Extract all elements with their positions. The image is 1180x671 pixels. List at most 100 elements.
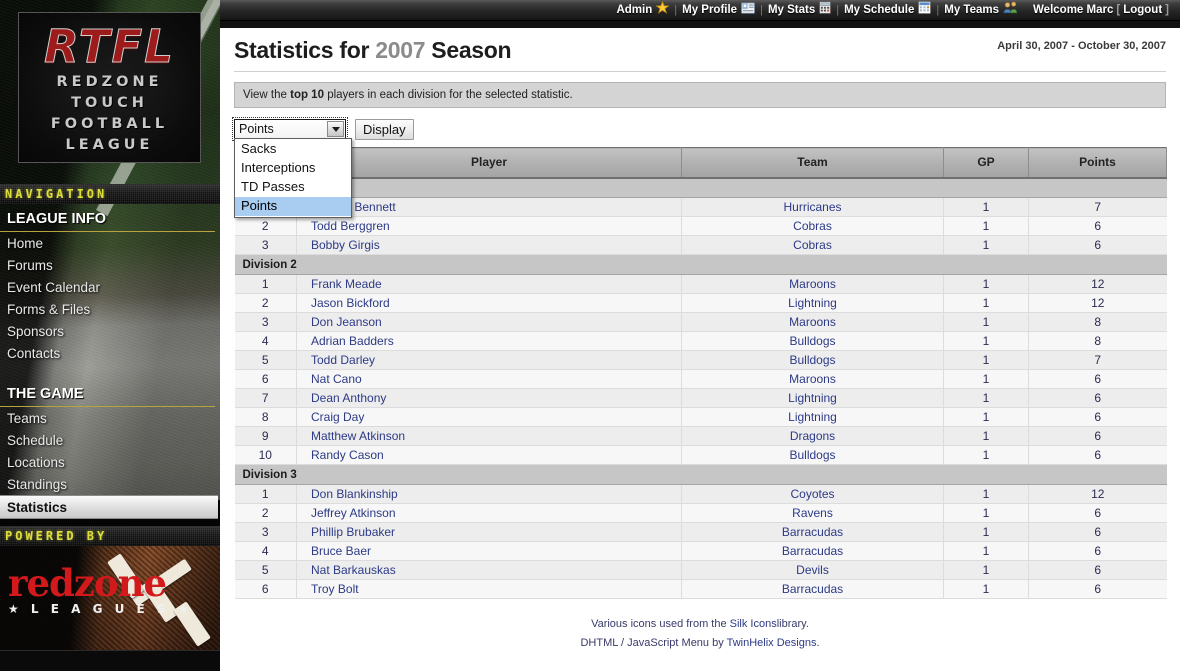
topnav-link-admin[interactable]: Admin	[616, 4, 653, 16]
sidebar-item-forums[interactable]: Forums	[7, 257, 53, 273]
cell-rank: 7	[234, 388, 297, 408]
team-link[interactable]: Bulldogs	[789, 353, 836, 367]
team-link[interactable]: Barracudas	[781, 525, 844, 539]
team-link[interactable]: Bulldogs	[789, 448, 836, 462]
dropdown-option-td-passes[interactable]: TD Passes	[241, 179, 305, 194]
cell-stat-value: 7	[1028, 197, 1167, 217]
team-link[interactable]: Bulldogs	[789, 334, 836, 348]
cell-player: Todd Berggren	[296, 216, 682, 236]
vcard-icon	[741, 1, 756, 19]
team-link[interactable]: Maroons	[789, 372, 836, 386]
column-header-value[interactable]: Points	[1028, 147, 1167, 179]
player-link[interactable]: Jason Bickford	[311, 296, 390, 310]
cell-team: Hurricanes	[681, 197, 944, 217]
sidebar-item-locations[interactable]: Locations	[7, 454, 65, 470]
dropdown-option-sacks[interactable]: Sacks	[241, 141, 277, 156]
team-link[interactable]: Lightning	[788, 391, 837, 405]
sidebar-item-schedule[interactable]: Schedule	[7, 432, 64, 448]
sidebar-item-teams[interactable]: Teams	[7, 410, 47, 426]
topnav-link-my-schedule[interactable]: My Schedule	[844, 4, 915, 16]
player-link[interactable]: Matthew Atkinson	[311, 429, 406, 443]
silk-icons-link[interactable]: Silk Icons	[729, 618, 777, 630]
player-link[interactable]: Todd Berggren	[311, 219, 390, 233]
cell-stat-value: 12	[1028, 274, 1167, 294]
cell-player: Nat Cano	[296, 369, 682, 389]
cell-team: Cobras	[681, 235, 944, 255]
column-header-player[interactable]: Player	[296, 147, 682, 179]
sidebar-item-home[interactable]: Home	[7, 235, 44, 251]
team-link[interactable]: Cobras	[793, 238, 832, 252]
top-bar-shadow	[220, 21, 1180, 28]
dropdown-option-points[interactable]: Points	[235, 197, 351, 216]
cell-games-played: 1	[943, 426, 1029, 446]
team-link[interactable]: Lightning	[788, 410, 837, 424]
player-link[interactable]: Phillip Brubaker	[311, 525, 396, 539]
team-link[interactable]: Devils	[796, 563, 829, 577]
footer-line2-suffix: .	[816, 637, 820, 649]
stat-select-dropdown[interactable]: Sacks Interceptions TD Passes Points	[234, 138, 352, 218]
table-row: 2 Jason Bickford Lightning 1 12	[234, 293, 1167, 313]
dropdown-option-interceptions[interactable]: Interceptions	[241, 160, 316, 175]
player-link[interactable]: Nat Barkauskas	[311, 563, 396, 577]
team-link[interactable]: Hurricanes	[783, 200, 842, 214]
chevron-down-icon[interactable]	[327, 121, 344, 137]
top-navigation-bar: Admin | My Profile | My Stats | My Sched…	[220, 0, 1180, 21]
stat-select[interactable]: Points	[232, 117, 348, 141]
team-link[interactable]: Lightning	[788, 296, 837, 310]
player-link[interactable]: Don Blankinship	[311, 487, 398, 501]
player-link[interactable]: Randy Cason	[311, 448, 384, 462]
cell-rank: 4	[234, 331, 297, 351]
group-icon	[1003, 1, 1019, 19]
sidebar-item-event-calendar[interactable]: Event Calendar	[7, 279, 101, 295]
team-link[interactable]: Maroons	[789, 315, 836, 329]
player-link[interactable]: Bruce Baer	[311, 544, 372, 558]
column-header-gp[interactable]: GP	[943, 147, 1029, 179]
welcome-message: Welcome Marc	[1033, 4, 1114, 16]
team-link[interactable]: Coyotes	[790, 487, 835, 501]
table-row: 2 Todd Berggren Cobras 1 6	[234, 216, 1167, 236]
team-link[interactable]: Ravens	[792, 506, 833, 520]
logout-link[interactable]: Logout	[1123, 4, 1163, 16]
table-row: 7 Dean Anthony Lightning 1 6	[234, 388, 1167, 408]
player-link[interactable]: Jeffrey Atkinson	[311, 506, 396, 520]
team-link[interactable]: Dragons	[789, 429, 836, 443]
player-link[interactable]: Frank Meade	[311, 277, 382, 291]
cell-games-played: 1	[943, 541, 1029, 561]
sidebar-item-sponsors[interactable]: Sponsors	[7, 323, 65, 339]
player-link[interactable]: Craig Day	[311, 410, 365, 424]
footer-line-2: DHTML / JavaScript Menu by TwinHelix Des…	[234, 634, 1166, 653]
player-link[interactable]: Nat Cano	[311, 372, 362, 386]
topnav-link-my-teams[interactable]: My Teams	[944, 4, 1000, 16]
topnav-link-my-profile[interactable]: My Profile	[682, 4, 738, 16]
team-link[interactable]: Barracudas	[781, 544, 844, 558]
bracket-close: ]	[1165, 4, 1169, 16]
team-link[interactable]: Barracudas	[781, 582, 844, 596]
display-button[interactable]: Display	[355, 118, 414, 140]
team-link[interactable]: Maroons	[789, 277, 836, 291]
player-link[interactable]: Troy Bolt	[311, 582, 359, 596]
twinhelix-link[interactable]: TwinHelix Designs	[726, 637, 817, 649]
logo-line-4: LEAGUE	[65, 137, 154, 153]
table-row: 2 Jeffrey Atkinson Ravens 1 6	[234, 503, 1167, 523]
info-suffix: players in each division for the selecte…	[327, 89, 573, 101]
player-link[interactable]: Todd Darley	[311, 353, 376, 367]
player-link[interactable]: Adrian Badders	[311, 334, 394, 348]
player-link[interactable]: Bobby Girgis	[311, 238, 380, 252]
cell-team: Bulldogs	[681, 445, 944, 465]
sidebar-item-forms-files[interactable]: Forms & Files	[7, 301, 91, 317]
cell-player: Dean Anthony	[296, 388, 682, 408]
logo-line-2: TOUCH	[71, 95, 148, 111]
logo-acronym: RTFL	[44, 20, 175, 73]
cell-team: Lightning	[681, 407, 944, 427]
cell-rank: 3	[234, 312, 297, 332]
topnav-link-my-stats[interactable]: My Stats	[767, 4, 816, 16]
sidebar-item-contacts[interactable]: Contacts	[7, 345, 61, 361]
sidebar-item-statistics[interactable]: Statistics	[0, 495, 218, 519]
player-link[interactable]: Don Jeanson	[311, 315, 382, 329]
sidebar-item-standings[interactable]: Standings	[7, 476, 68, 492]
team-link[interactable]: Cobras	[793, 219, 832, 233]
column-header-team[interactable]: Team	[681, 147, 944, 179]
player-link[interactable]: Dean Anthony	[311, 391, 387, 405]
cell-rank: 2	[234, 503, 297, 523]
